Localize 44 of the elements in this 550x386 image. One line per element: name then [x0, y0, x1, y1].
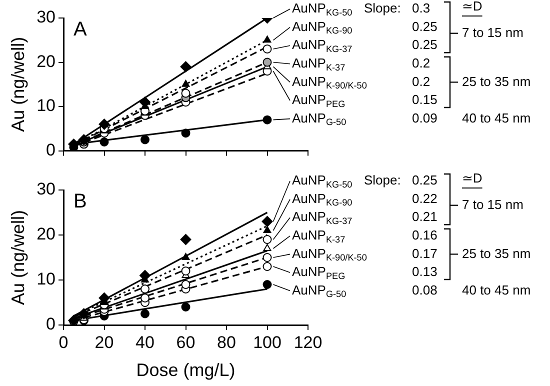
text: 0.3: [412, 0, 430, 16]
chart-title: B: [74, 190, 87, 213]
x-axis-title: Dose (mg/L): [136, 360, 236, 380]
text: 0.2: [412, 55, 430, 70]
text: 0.17: [412, 246, 438, 261]
y-tick-label: 0: [46, 314, 56, 334]
text: 0.13: [412, 264, 438, 280]
text: ≃D: [462, 170, 482, 186]
text: 0.16: [412, 227, 438, 242]
text: 0.09: [412, 110, 438, 126]
text: 0.25: [412, 18, 438, 34]
y-tick-label: 30: [36, 8, 56, 27]
y-tick-label: 20: [36, 52, 56, 71]
x-tick-label: 100: [253, 332, 282, 352]
text: 40 to 45 nm: [462, 282, 531, 298]
text: 0.22: [412, 190, 438, 206]
x-tick-label: 0: [58, 332, 68, 352]
x-tick-label: 120: [294, 332, 322, 352]
text: 7 to 15 nm: [462, 24, 524, 40]
y-tick-label: 10: [36, 96, 56, 116]
y-tick-label: 20: [36, 224, 56, 244]
x-tick-label: 40: [136, 332, 154, 352]
x-tick-label: 60: [176, 332, 196, 352]
chart-title: A: [74, 18, 88, 41]
y-axis-title: Au (ng/well): [8, 36, 28, 132]
text: 40 to 45 nm: [462, 110, 531, 126]
text: 0.25: [412, 37, 438, 52]
y-tick-label: 30: [36, 180, 56, 199]
text: 0.21: [412, 209, 438, 224]
text: 0.15: [412, 92, 438, 108]
y-tick-label: 0: [46, 140, 56, 160]
x-tick-label: 80: [217, 332, 236, 352]
x-tick-label: 20: [94, 332, 114, 352]
text: 25 to 35 nm: [462, 246, 531, 261]
text: 7 to 15 nm: [462, 196, 524, 212]
y-tick-label: 10: [36, 270, 56, 289]
text: 25 to 35 nm: [462, 74, 531, 89]
text: Slope:: [364, 0, 401, 16]
text: ≃D: [462, 0, 482, 14]
text: 0.08: [412, 282, 438, 298]
y-axis-title: Au (ng/well): [8, 210, 28, 306]
text: Slope:: [364, 172, 401, 188]
text: 0.2: [412, 74, 430, 89]
text: 0.25: [412, 172, 438, 188]
